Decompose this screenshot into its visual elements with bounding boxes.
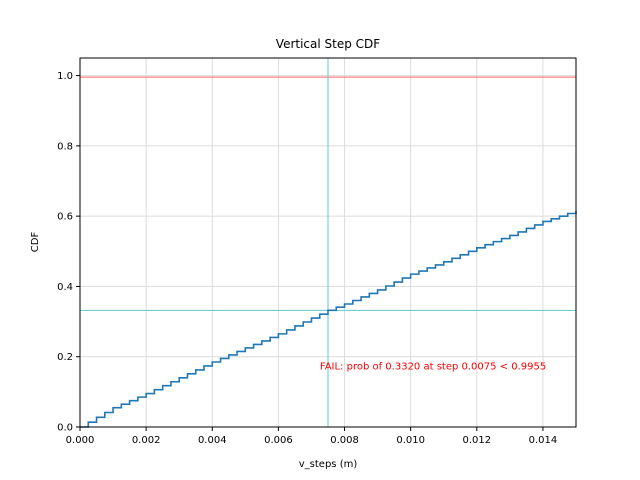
- fail-annotation: FAIL: prob of 0.3320 at step 0.0075 < 0.…: [320, 362, 546, 373]
- x-tick-label-0: 0.000: [66, 435, 95, 446]
- y-tick-label-1: 0.2: [57, 352, 73, 363]
- x-axis-ticks: 0.000 0.002 0.004 0.006 0.008 0.010 0.012 0.014: [66, 427, 558, 446]
- cdf-series-0: [80, 210, 577, 428]
- y-tick-label-0: 0.0: [57, 423, 73, 434]
- plot-frame: [79, 57, 577, 428]
- y-tick-label-2: 0.4: [57, 282, 73, 293]
- x-tick-label-6: 0.012: [462, 435, 491, 446]
- x-tick-label-7: 0.014: [529, 435, 558, 446]
- x-axis-label: v_steps (m): [299, 459, 358, 470]
- y-tick-label-4: 0.8: [57, 141, 73, 152]
- x-tick-label-5: 0.010: [396, 435, 425, 446]
- y-axis-ticks: 0.0 0.2 0.4 0.6 0.8 1.0: [57, 71, 80, 434]
- y-tick-label-5: 1.0: [57, 71, 73, 82]
- x-tick-label-2: 0.004: [198, 435, 227, 446]
- y-tick-label-3: 0.6: [57, 212, 73, 223]
- x-tick-label-1: 0.002: [132, 435, 161, 446]
- y-axis-label: CDF: [30, 232, 41, 253]
- chart-title: Vertical Step CDF: [276, 37, 380, 51]
- series-layer: [80, 210, 577, 428]
- x-tick-label-4: 0.008: [330, 435, 359, 446]
- x-tick-label-3: 0.006: [264, 435, 293, 446]
